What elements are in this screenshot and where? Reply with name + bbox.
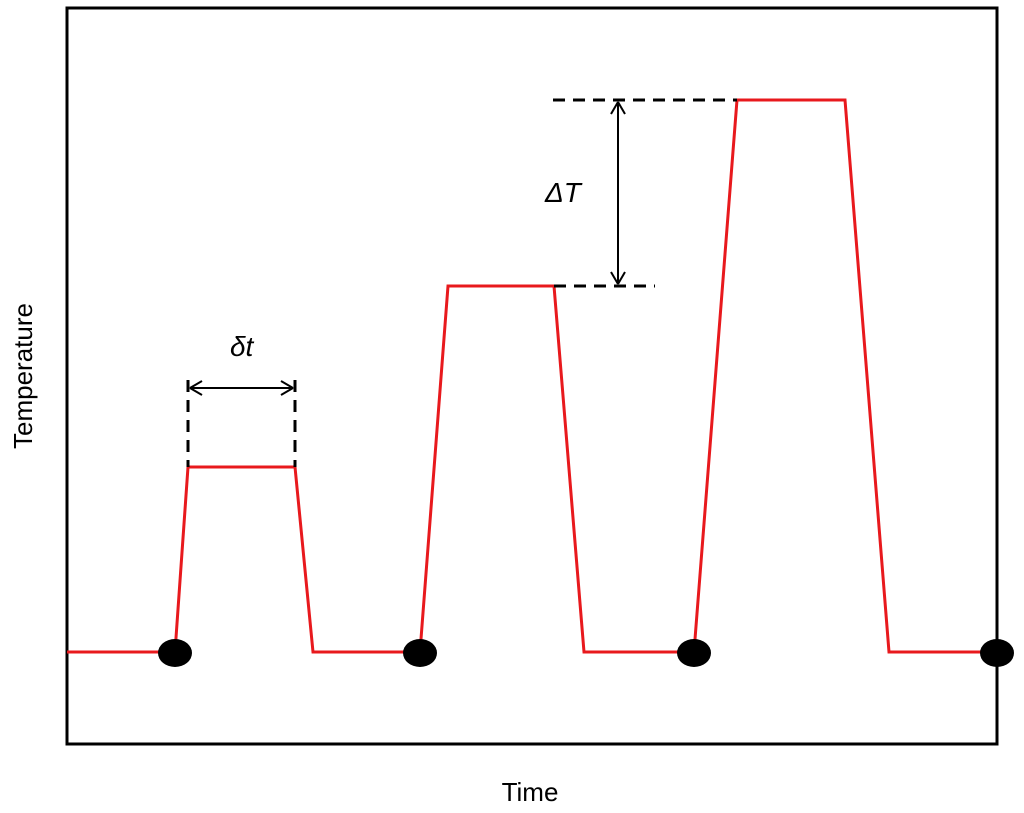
pulse-start-marker	[980, 639, 1014, 667]
dT-arrowhead-top	[610, 101, 626, 115]
plot-frame	[65, 6, 999, 746]
x-axis-title: Time	[502, 777, 559, 807]
pulse-start-marker	[677, 639, 711, 667]
pulse-start-marker	[403, 639, 437, 667]
delta-T-label: ΔT	[544, 177, 583, 208]
dT-arrowhead-bottom	[610, 271, 626, 285]
delta-t-label: δt	[230, 331, 255, 362]
pulse-start-marker	[158, 639, 192, 667]
y-axis-title: Temperature	[8, 303, 38, 449]
temperature-profile-line	[67, 98, 997, 654]
dt-arrowhead-left	[189, 380, 203, 396]
dt-arrowhead-right	[280, 380, 294, 396]
